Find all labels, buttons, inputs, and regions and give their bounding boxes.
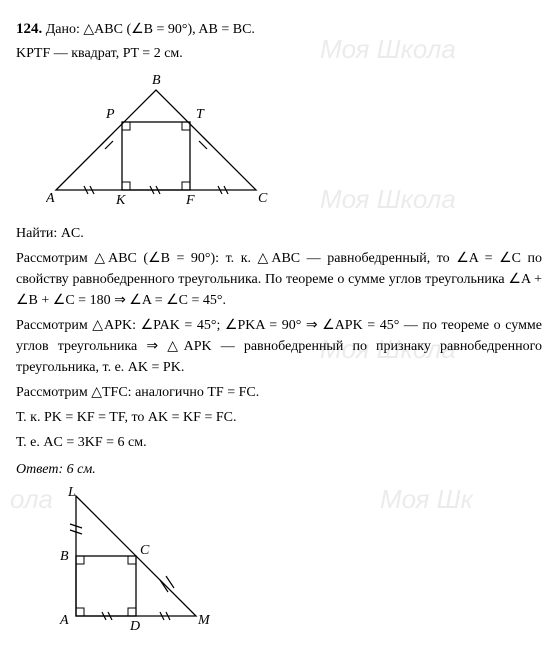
label-A2: A — [59, 613, 69, 628]
figure-2: L A M B C D — [46, 486, 542, 643]
solution-p2: Рассмотрим △APK: ∠PAK = 45°; ∠PKA = 90° … — [16, 315, 542, 378]
given-line-1: Дано: △ABC (∠B = 90°), AB = BC. — [46, 22, 255, 37]
given-block: 124. Дано: △ABC (∠B = 90°), AB = BC. — [16, 18, 542, 41]
label-F: F — [185, 193, 195, 208]
label-L: L — [67, 486, 76, 500]
label-T: T — [196, 107, 205, 122]
right-triangle-square-svg: L A M B C D — [46, 486, 216, 636]
figure-1: A B C K F P T — [46, 70, 542, 217]
triangle-with-square-svg: A B C K F P T — [46, 70, 276, 210]
solution-p3: Рассмотрим △TFC: аналогично TF = FC. — [16, 382, 542, 403]
label-C: C — [258, 191, 268, 206]
problem-number: 124. — [16, 21, 42, 37]
label-B: B — [152, 73, 161, 88]
label-D: D — [129, 619, 140, 634]
label-K: K — [115, 193, 126, 208]
answer-line: Ответ: 6 см. — [16, 462, 96, 477]
label-B2: B — [60, 549, 69, 564]
solution-p1: Рассмотрим △ABC (∠B = 90°): т. к. △ABC —… — [16, 248, 542, 311]
label-A: A — [46, 191, 55, 206]
label-C2: C — [140, 543, 150, 558]
label-P: P — [105, 107, 115, 122]
label-M: M — [197, 613, 211, 628]
given-line-2: KPTF — квадрат, PT = 2 см. — [16, 43, 542, 64]
solution-p5: Т. е. AC = 3KF = 6 см. — [16, 432, 542, 453]
find-line: Найти: AC. — [16, 223, 542, 244]
solution-p4: Т. к. PK = KF = TF, то AK = KF = FC. — [16, 407, 542, 428]
